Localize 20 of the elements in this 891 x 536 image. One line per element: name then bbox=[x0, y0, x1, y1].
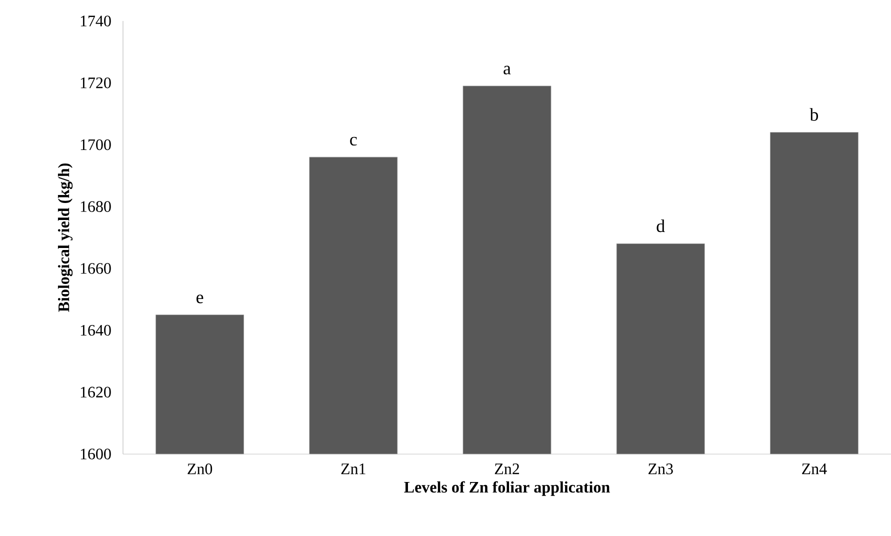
x-tick-label: Zn0 bbox=[188, 464, 212, 474]
y-tick-label: 1600 bbox=[80, 448, 111, 460]
annotation: c bbox=[350, 136, 357, 146]
x-tick-label: Zn2 bbox=[494, 464, 520, 474]
x-tick-label: Zn1 bbox=[341, 464, 366, 474]
y-axis-title: Biological yield (kg/h) bbox=[58, 164, 73, 312]
x-tick-label: Zn3 bbox=[648, 464, 673, 474]
annotation: b bbox=[810, 108, 818, 121]
y-tick-label: 1740 bbox=[80, 16, 111, 26]
annotation: d bbox=[656, 219, 665, 232]
y-tick-label: 1640 bbox=[80, 324, 111, 336]
annotation: a bbox=[504, 66, 511, 74]
y-tick-label: 1660 bbox=[80, 263, 111, 274]
y-tick-label: 1720 bbox=[80, 77, 111, 88]
y-tick-label: 1680 bbox=[80, 201, 111, 212]
y-tick-label: 1700 bbox=[80, 139, 111, 150]
x-tick-label: Zn4 bbox=[802, 464, 827, 474]
annotation: e bbox=[196, 294, 204, 304]
x-axis-title: Levels of Zn foliar application bbox=[404, 481, 610, 496]
y-tick-label: 1620 bbox=[80, 386, 111, 398]
